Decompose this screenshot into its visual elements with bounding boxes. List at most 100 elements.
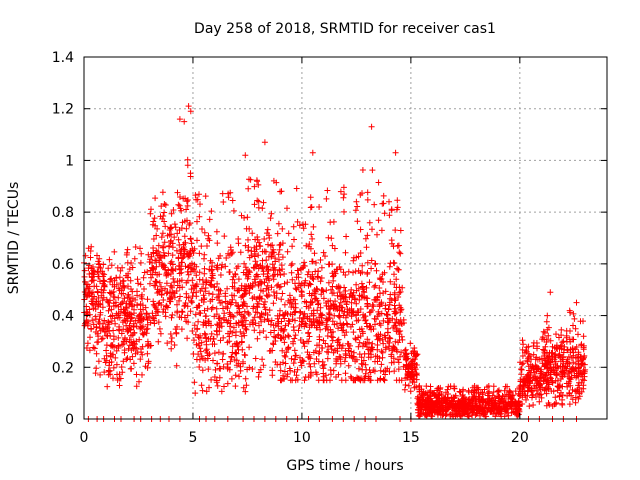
data-point xyxy=(106,256,113,263)
data-point xyxy=(150,298,157,305)
data-point xyxy=(108,275,115,282)
data-point xyxy=(327,326,334,333)
data-point xyxy=(236,305,243,312)
data-point xyxy=(273,290,280,297)
x-tick-label: 15 xyxy=(402,430,420,446)
data-point xyxy=(252,258,259,265)
data-point xyxy=(184,303,191,310)
data-point xyxy=(294,366,301,373)
data-point xyxy=(268,317,275,324)
data-point xyxy=(222,298,229,305)
data-point xyxy=(278,335,285,342)
data-point xyxy=(298,291,305,298)
data-point xyxy=(275,220,282,227)
data-point xyxy=(242,325,249,332)
data-point xyxy=(310,276,317,283)
data-point xyxy=(328,371,334,378)
data-point xyxy=(156,288,163,295)
data-point xyxy=(221,310,228,317)
data-point xyxy=(198,243,205,250)
data-point xyxy=(309,290,316,297)
data-point xyxy=(263,248,269,255)
data-point xyxy=(195,351,202,358)
data-point xyxy=(89,317,96,324)
data-point xyxy=(161,253,168,260)
data-point xyxy=(325,279,332,286)
data-point xyxy=(238,294,245,301)
data-point xyxy=(278,188,285,195)
data-point xyxy=(174,309,181,316)
data-point xyxy=(159,189,166,196)
data-point xyxy=(241,314,248,321)
data-point xyxy=(164,232,171,239)
data-point xyxy=(113,361,120,368)
data-point xyxy=(296,280,302,287)
data-point xyxy=(244,214,251,221)
data-point xyxy=(341,208,347,215)
data-point xyxy=(324,355,331,362)
data-point xyxy=(219,190,226,197)
data-point xyxy=(241,260,248,267)
data-point xyxy=(180,244,187,250)
data-point xyxy=(158,234,165,241)
data-point xyxy=(88,265,95,272)
data-point xyxy=(198,382,205,389)
data-point xyxy=(191,322,198,329)
data-point xyxy=(272,359,279,365)
data-point xyxy=(93,365,100,372)
data-point xyxy=(194,237,200,244)
data-point xyxy=(134,292,141,299)
data-point xyxy=(259,356,266,363)
data-point xyxy=(331,321,338,328)
data-point xyxy=(269,242,276,249)
data-point xyxy=(293,372,300,379)
data-point xyxy=(229,249,236,256)
data-point xyxy=(336,314,343,321)
data-point xyxy=(125,283,131,290)
data-point xyxy=(219,261,226,268)
data-point xyxy=(238,285,245,292)
data-point xyxy=(316,336,323,343)
data-point xyxy=(270,276,277,283)
data-point xyxy=(152,282,159,289)
data-point xyxy=(300,340,307,347)
data-point xyxy=(291,347,298,354)
data-point xyxy=(133,383,140,390)
data-point xyxy=(105,265,112,272)
data-point xyxy=(193,196,200,203)
data-point xyxy=(334,348,341,355)
data-point xyxy=(221,233,228,240)
data-point xyxy=(138,346,144,352)
data-point xyxy=(158,283,164,290)
data-point xyxy=(325,310,332,316)
data-point xyxy=(183,206,190,213)
data-point xyxy=(179,255,186,262)
data-point xyxy=(197,287,204,294)
data-point xyxy=(299,358,306,365)
data-point xyxy=(156,257,163,264)
data-point xyxy=(176,270,183,277)
data-point xyxy=(289,260,296,267)
data-point xyxy=(156,325,163,332)
data-point xyxy=(105,318,112,325)
data-point xyxy=(181,218,188,225)
data-point xyxy=(201,330,208,337)
data-point xyxy=(285,297,292,304)
data-point xyxy=(305,282,312,289)
data-point xyxy=(220,305,226,312)
data-point xyxy=(331,312,338,319)
data-point xyxy=(91,345,98,352)
data-point xyxy=(319,362,326,369)
data-point xyxy=(188,286,195,293)
data-point xyxy=(330,273,336,280)
x-tick-label: 5 xyxy=(188,430,197,446)
data-point xyxy=(149,259,156,266)
y-tick-label: 0.2 xyxy=(52,360,74,376)
data-point xyxy=(245,185,252,192)
data-point xyxy=(268,253,275,260)
data-point xyxy=(213,228,220,235)
data-point xyxy=(81,322,88,329)
data-point xyxy=(111,315,118,322)
